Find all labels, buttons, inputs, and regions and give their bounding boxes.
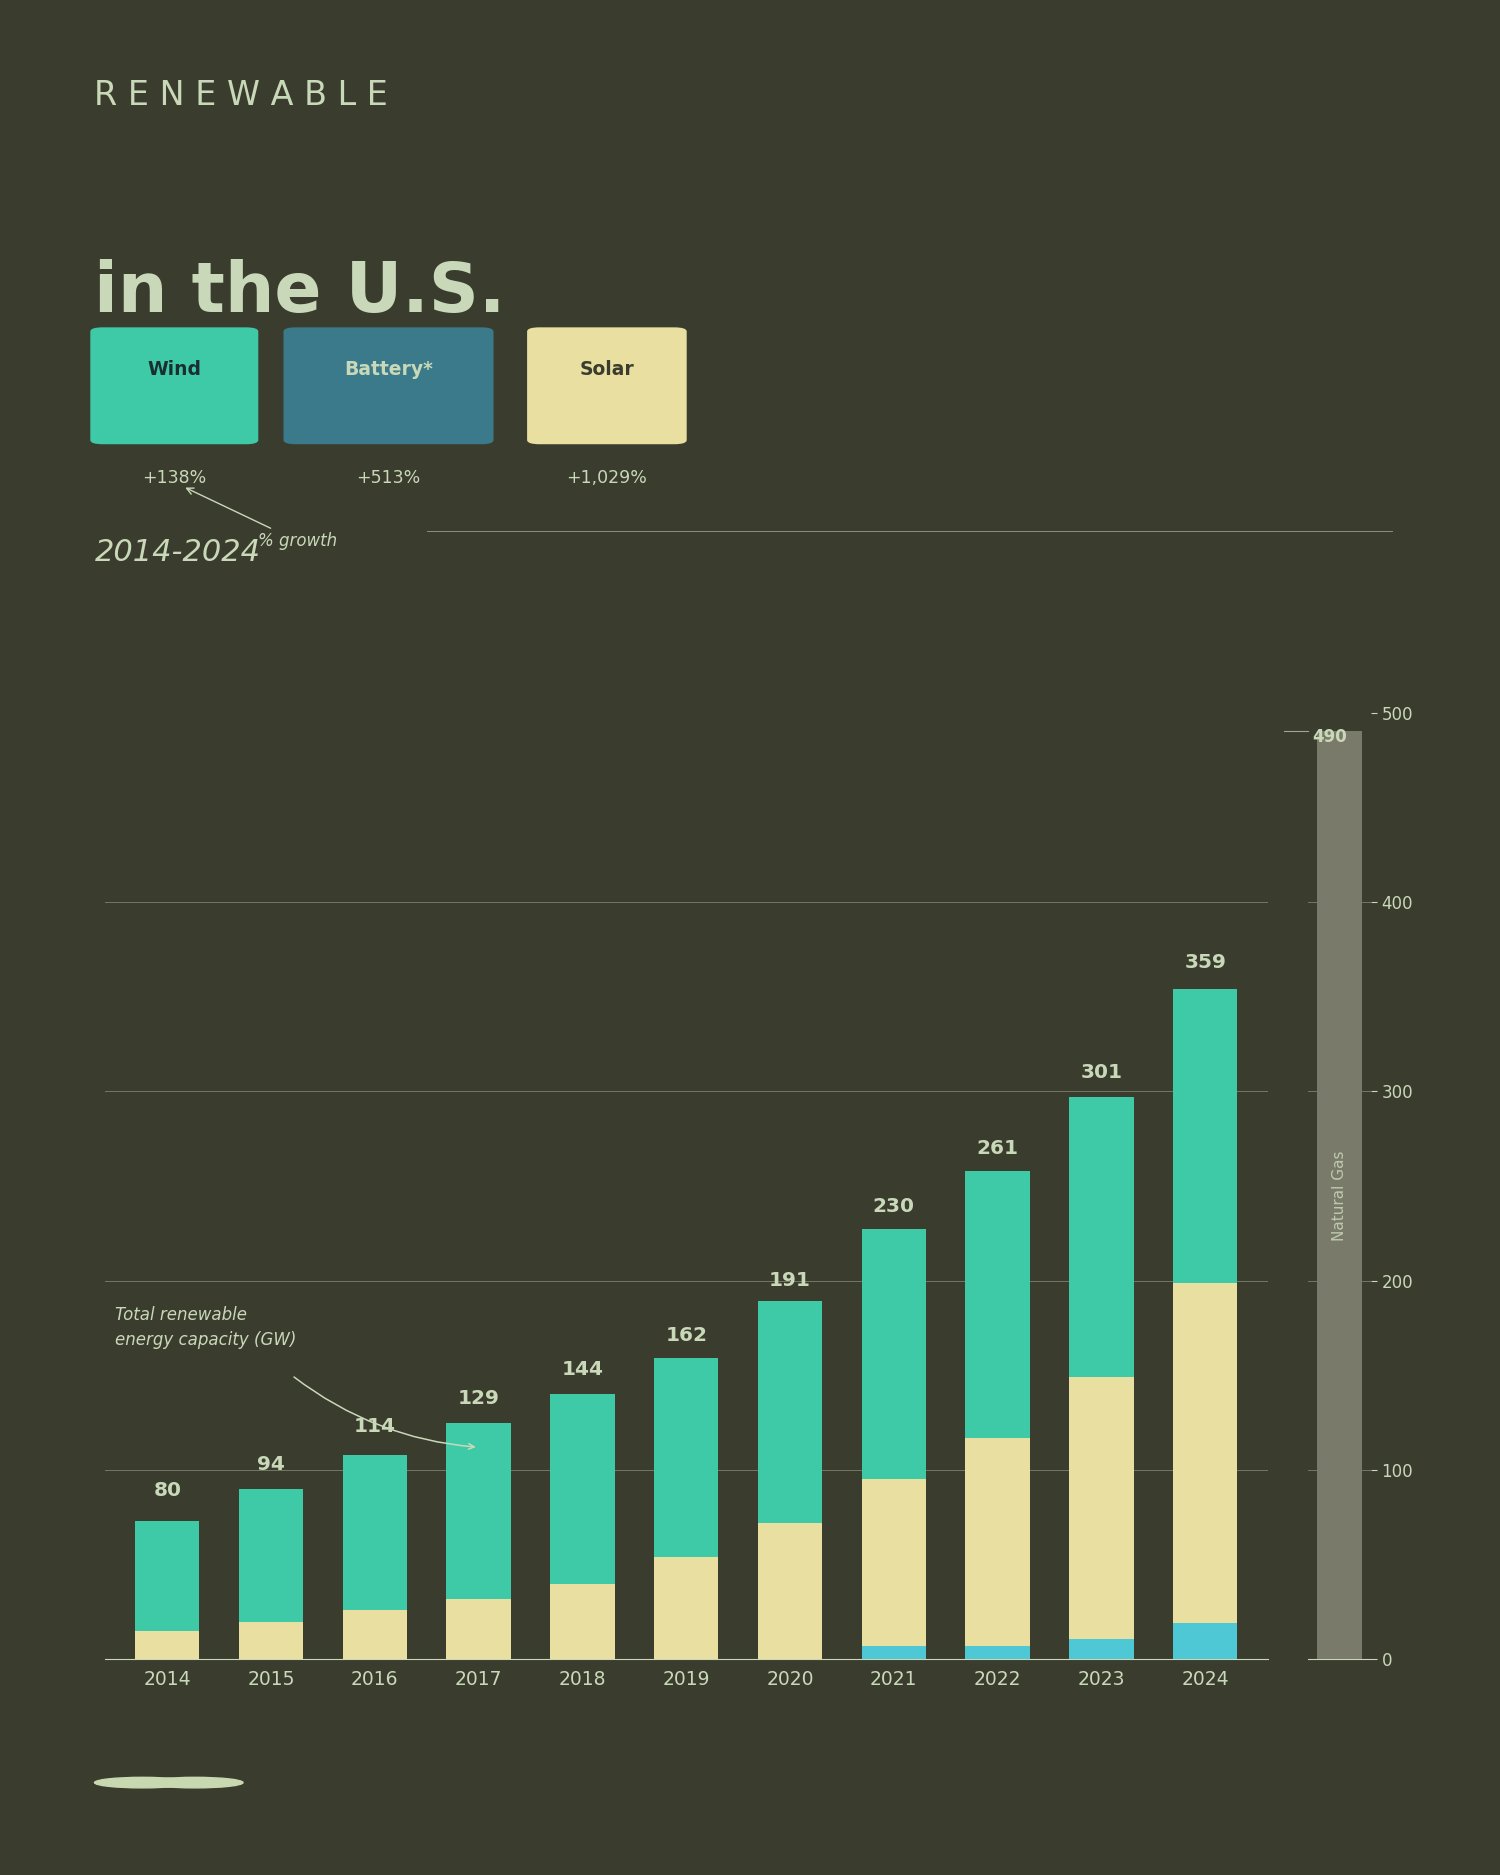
Bar <box>550 1395 615 1584</box>
Bar <box>758 1301 822 1523</box>
Text: VISUAL
CAPITALIST: VISUAL CAPITALIST <box>262 1768 387 1811</box>
Text: 261: 261 <box>976 1138 1018 1157</box>
Bar <box>1070 1639 1134 1659</box>
Text: 2014-2024: 2014-2024 <box>94 538 261 566</box>
Bar <box>1070 1378 1134 1639</box>
Text: Total renewable
energy capacity (GW): Total renewable energy capacity (GW) <box>116 1307 297 1350</box>
Bar <box>1173 1624 1238 1659</box>
Bar <box>1070 1097 1134 1378</box>
Text: 359: 359 <box>1185 952 1225 971</box>
Text: *Growth since 2021. Source: Electric Power Annual 2021, Electric Power
Annual 20: *Growth since 2021. Source: Electric Pow… <box>666 1761 1194 1817</box>
Text: Natural Gas: Natural Gas <box>1332 1149 1347 1241</box>
Bar <box>654 1556 718 1659</box>
Text: 162: 162 <box>666 1326 708 1344</box>
Circle shape <box>112 1774 278 1792</box>
Bar <box>758 1522 822 1659</box>
Text: 301: 301 <box>1080 1063 1122 1082</box>
Bar <box>550 1584 615 1659</box>
Bar <box>861 1646 926 1659</box>
Text: 80: 80 <box>153 1481 182 1500</box>
Bar <box>1173 988 1238 1282</box>
Text: 144: 144 <box>561 1359 603 1380</box>
Text: R E N E W A B L E: R E N E W A B L E <box>94 79 388 112</box>
Circle shape <box>94 1778 190 1789</box>
Bar <box>1173 1282 1238 1624</box>
Bar <box>135 1521 200 1631</box>
Bar <box>654 1358 718 1556</box>
Text: 191: 191 <box>770 1271 812 1290</box>
Text: Battery*: Battery* <box>344 360 433 379</box>
Circle shape <box>60 1774 225 1792</box>
Bar <box>238 1489 303 1622</box>
Text: in the U.S.: in the U.S. <box>94 259 506 326</box>
Text: 490: 490 <box>1312 728 1347 746</box>
Text: 230: 230 <box>873 1198 915 1217</box>
Bar <box>447 1599 512 1659</box>
Bar <box>966 1646 1030 1659</box>
Bar <box>1317 731 1362 1659</box>
Circle shape <box>147 1778 243 1789</box>
Text: +138%: +138% <box>142 469 207 488</box>
Text: 114: 114 <box>354 1418 396 1436</box>
Bar <box>135 1631 200 1659</box>
FancyBboxPatch shape <box>284 328 494 444</box>
Bar <box>447 1423 512 1599</box>
Text: 129: 129 <box>458 1389 500 1408</box>
FancyBboxPatch shape <box>526 328 687 444</box>
Bar <box>861 1479 926 1646</box>
Text: 94: 94 <box>256 1455 285 1474</box>
Bar <box>238 1622 303 1659</box>
FancyBboxPatch shape <box>90 328 258 444</box>
Bar <box>966 1170 1030 1438</box>
Bar <box>342 1611 406 1659</box>
Text: Energy Capacity: Energy Capacity <box>117 137 753 204</box>
Text: +1,029%: +1,029% <box>567 469 648 488</box>
Bar <box>861 1230 926 1479</box>
Text: Solar: Solar <box>579 360 634 379</box>
Bar <box>966 1438 1030 1646</box>
Bar <box>342 1455 406 1611</box>
Text: Wind: Wind <box>147 360 201 379</box>
Text: +513%: +513% <box>357 469 420 488</box>
Text: % growth: % growth <box>186 488 338 549</box>
